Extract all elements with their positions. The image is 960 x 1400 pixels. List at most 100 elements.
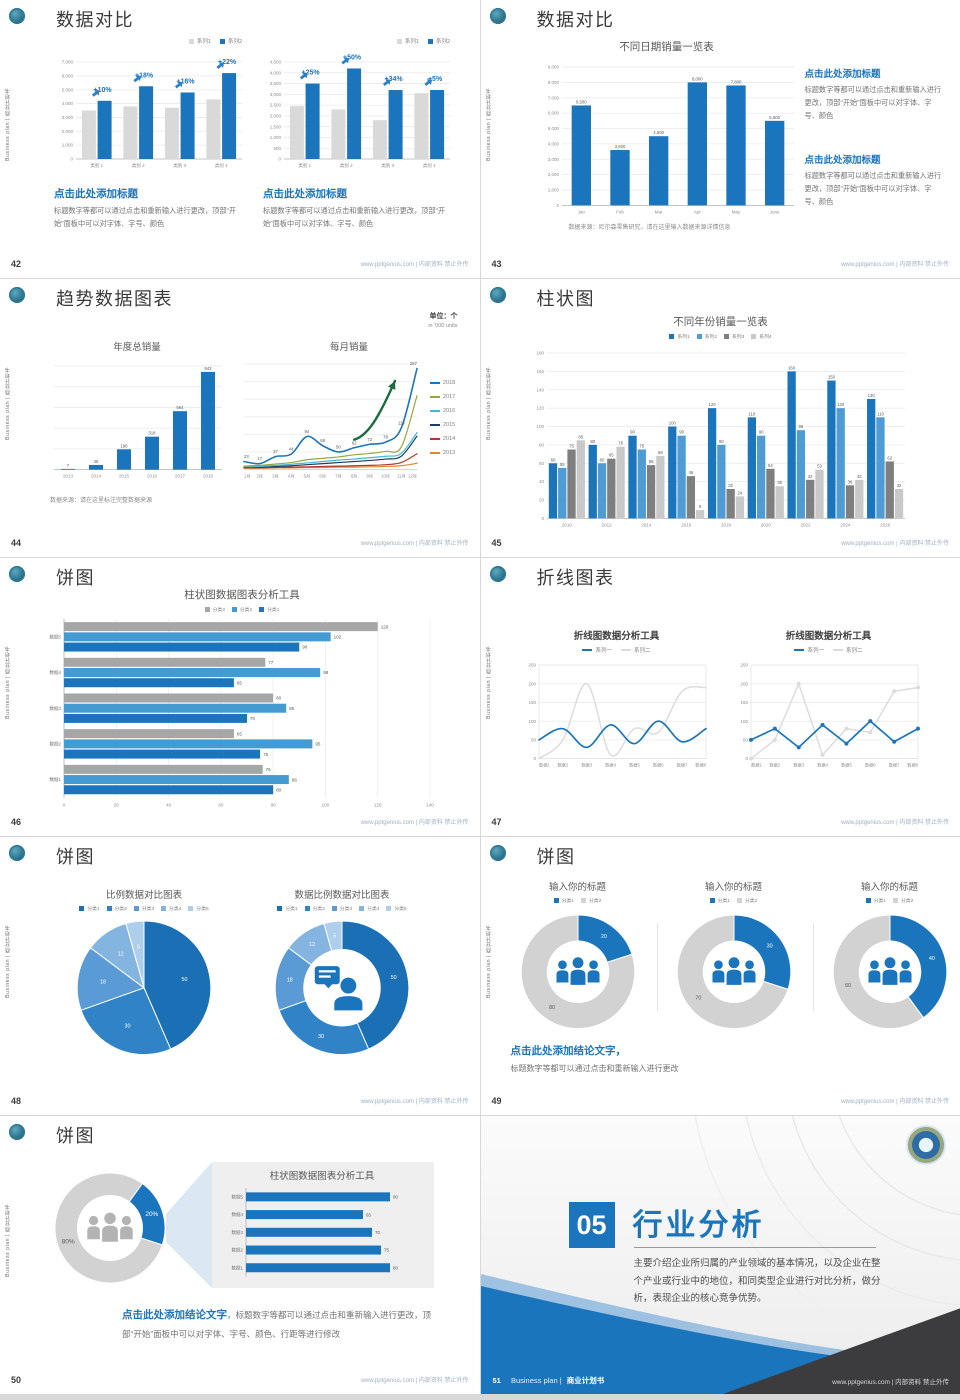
slide-44[interactable]: 趋势数据图表 Business plan | 商业计划书 单位：个 in '00… xyxy=(0,279,480,557)
svg-text:20: 20 xyxy=(114,802,120,807)
block-body: 标题数字等都可以通过点击和重新输入进行更改，顶部“开始”面板中可以对字体、字号、… xyxy=(263,206,446,228)
svg-text:1,000: 1,000 xyxy=(547,187,559,192)
svg-text:8,000: 8,000 xyxy=(691,76,702,81)
legend-swatch-icon xyxy=(737,898,742,904)
legend-item: 分类2 xyxy=(893,897,913,904)
legend-swatch-icon xyxy=(231,606,237,612)
slide-48[interactable]: 饼图 Business plan | 商业计划书 比例数据对比图表 分类1 分类2 分… xyxy=(0,837,480,1115)
legend-item: 2018 xyxy=(430,380,455,386)
legend-swatch-icon xyxy=(794,649,805,652)
horizontal-bar-chart: 柱状图数据图表分析工具 分类3 分类2 分类1 0 20 40 60 80 100 120 140 数据… xyxy=(38,588,446,808)
svg-text:0: 0 xyxy=(533,757,536,762)
svg-text:50: 50 xyxy=(742,738,748,743)
slide-47[interactable]: 折线图表 Business plan | 商业计划书 折线图数据分析工具 系列一系… xyxy=(480,558,960,836)
page-number: 46 xyxy=(11,817,22,827)
svg-text:943: 943 xyxy=(204,366,212,371)
svg-text:80: 80 xyxy=(393,1195,399,1200)
donut-chart-3: 输入你的标题 分类1 分类2 40 60 xyxy=(819,881,960,1037)
svg-text:4,000: 4,000 xyxy=(547,141,559,146)
legend-swatch-icon xyxy=(430,409,440,412)
legend-item: 分类1 xyxy=(259,606,279,613)
svg-text:7,800: 7,800 xyxy=(730,79,741,84)
svg-text:75: 75 xyxy=(639,443,644,448)
svg-text:42: 42 xyxy=(856,473,861,478)
svg-text:类别 2: 类别 2 xyxy=(340,162,353,169)
slide-43[interactable]: 数据对比 Business plan | 商业计划书 不同日期销量一览表 0 1,0… xyxy=(480,0,960,278)
legend-swatch-icon xyxy=(430,381,440,384)
slide-45[interactable]: 柱状图 Business plan | 商业计划书 不同年份销量一览表 系列1 系列… xyxy=(480,279,960,557)
svg-text:数据5: 数据5 xyxy=(629,762,640,769)
svg-text:20%: 20% xyxy=(145,1211,158,1218)
legend-item: 2017 xyxy=(430,394,455,400)
slide-42[interactable]: 数据对比 Business plan | 商业计划书 系列1 系列2 0 1,000 2… xyxy=(0,0,480,278)
svg-text:2024: 2024 xyxy=(840,522,851,527)
legend-swatch-icon xyxy=(669,333,675,339)
svg-text:4,000: 4,000 xyxy=(270,70,282,75)
slide-title: 饼图 xyxy=(56,847,95,867)
people-group-icon xyxy=(87,1212,133,1242)
chart-title: 输入你的标题 xyxy=(704,882,762,893)
legend-swatch-icon xyxy=(259,606,265,612)
university-emblem-icon xyxy=(908,1127,944,1163)
svg-text:100: 100 xyxy=(322,802,330,807)
chart-legend: 分类3 分类2 分类1 xyxy=(38,605,446,616)
increase-arrow-icon xyxy=(382,79,391,86)
people-group-icon xyxy=(711,957,756,986)
slide-46[interactable]: 饼图 Business plan | 商业计划书 柱状图数据图表分析工具 分类3 分… xyxy=(0,558,480,836)
svg-text:120: 120 xyxy=(536,405,544,410)
svg-text:68: 68 xyxy=(320,439,325,444)
svg-text:May: May xyxy=(731,209,740,214)
svg-text:4月: 4月 xyxy=(288,474,295,480)
svg-text:196: 196 xyxy=(120,444,128,449)
svg-text:80: 80 xyxy=(271,802,277,807)
legend-item: 系列2 xyxy=(427,37,450,45)
block-body: 标题数字等都可以通过点击和重新输入进行更改，顶部“开始”面板中可以对字体、字号、… xyxy=(54,206,237,228)
school-emblem-icon xyxy=(9,845,25,861)
slide-49[interactable]: 饼图 Business plan | 商业计划书 输入你的标题 分类1 分类2 20 8… xyxy=(480,837,960,1115)
school-emblem-icon xyxy=(9,8,25,24)
legend-swatch-icon xyxy=(161,906,167,912)
svg-text:+18%: +18% xyxy=(135,72,154,79)
svg-text:80: 80 xyxy=(590,438,595,443)
svg-text:6,500: 6,500 xyxy=(575,99,586,104)
pie-chart: 比例数据对比图表 分类1 分类2 分类3 分类4 分类5 50 30 18 12 5 xyxy=(58,889,230,1061)
slide-51[interactable]: 05 行业分析 主要介绍企业所归属的产业领域的基本情况，以及企业在整个产业或行业… xyxy=(480,1116,960,1394)
svg-text:2013: 2013 xyxy=(63,474,74,479)
page-number: 43 xyxy=(491,259,502,269)
chart-title: 不同年份销量一览表 xyxy=(673,316,768,328)
svg-text:12月: 12月 xyxy=(408,474,417,480)
chart-title: 折线图数据分析工具 xyxy=(785,631,872,642)
svg-text:65: 65 xyxy=(237,731,243,736)
svg-text:62: 62 xyxy=(352,441,357,446)
grouped-bar-chart-left: 系列1 系列2 0 1,000 2,000 3,000 4,000 5,000 6,000 7,0… xyxy=(50,36,246,170)
svg-text:80%: 80% xyxy=(62,1238,75,1245)
legend-item: 分类3 xyxy=(331,905,352,912)
svg-text:2014: 2014 xyxy=(641,522,652,527)
svg-text:95: 95 xyxy=(315,741,321,746)
side-vertical-label: Business plan | 商业计划书 xyxy=(485,646,492,719)
svg-text:120: 120 xyxy=(381,624,389,629)
school-emblem-icon xyxy=(9,287,25,303)
svg-text:数据2: 数据2 xyxy=(557,762,568,769)
svg-text:0: 0 xyxy=(63,802,66,807)
svg-text:100: 100 xyxy=(536,424,544,429)
svg-text:6,000: 6,000 xyxy=(547,110,559,115)
legend-item: 系列1 xyxy=(396,37,419,45)
legend-swatch-icon xyxy=(204,606,210,612)
svg-text:18: 18 xyxy=(100,980,106,986)
legend-item: 分类5 xyxy=(386,905,407,912)
svg-text:160: 160 xyxy=(536,369,544,374)
svg-text:9,000: 9,000 xyxy=(547,64,559,69)
svg-text:数据3: 数据3 xyxy=(49,704,61,711)
slide-title: 饼图 xyxy=(56,568,95,588)
legend-swatch-icon xyxy=(427,38,433,44)
svg-text:类别 1: 类别 1 xyxy=(298,162,311,169)
svg-text:150: 150 xyxy=(528,700,536,705)
svg-text:130: 130 xyxy=(867,393,875,398)
svg-text:数据2: 数据2 xyxy=(769,762,780,769)
slide-50[interactable]: 饼图 Business plan | 商业计划书 20% 80% 柱状图数据图表分… xyxy=(0,1116,480,1394)
slide-title: 折线图表 xyxy=(536,568,615,588)
legend-swatch-icon xyxy=(893,898,898,904)
slide-footer: www.pptgenius.com | 内部资料 禁止外传 xyxy=(360,1378,469,1384)
svg-text:40: 40 xyxy=(538,479,544,484)
